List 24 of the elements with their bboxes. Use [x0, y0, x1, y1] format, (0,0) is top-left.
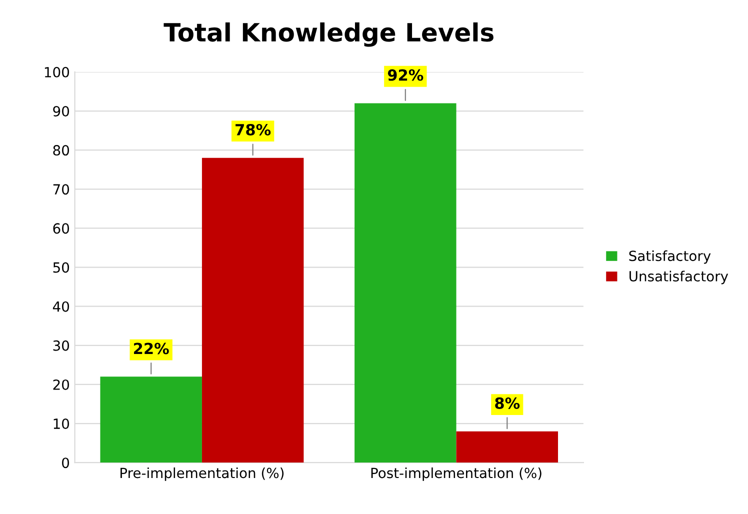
- legend-label: Unsatisfactory: [630, 270, 728, 284]
- data-label: 92%: [388, 69, 424, 81]
- y-tick-label: 70: [53, 184, 70, 195]
- data-label: 78%: [236, 124, 271, 136]
- y-tick-label: 40: [52, 301, 70, 312]
- chart-title: Total Knowledge Levels: [164, 22, 494, 47]
- y-tick-label: 20: [53, 379, 70, 390]
- legend-label: Satisfactory: [629, 250, 711, 264]
- x-tick-label: Post-implementation (%): [371, 467, 542, 481]
- bar: [202, 158, 304, 463]
- y-tick-label: 100: [44, 66, 70, 78]
- bar: [456, 431, 558, 463]
- y-tick-label: 90: [53, 106, 70, 116]
- y-tick-label: 60: [53, 223, 70, 234]
- data-label: 8%: [495, 397, 520, 409]
- y-tick-label: 30: [53, 340, 70, 351]
- x-tick-label: Pre-implementation (%): [120, 467, 284, 481]
- y-tick-label: 50: [53, 262, 70, 273]
- y-tick-label: 80: [53, 145, 70, 156]
- y-tick-label: 10: [54, 418, 70, 430]
- bar: [100, 376, 202, 463]
- y-tick-label: 0: [62, 458, 70, 468]
- bar: [354, 103, 456, 463]
- data-label: 22%: [134, 342, 169, 354]
